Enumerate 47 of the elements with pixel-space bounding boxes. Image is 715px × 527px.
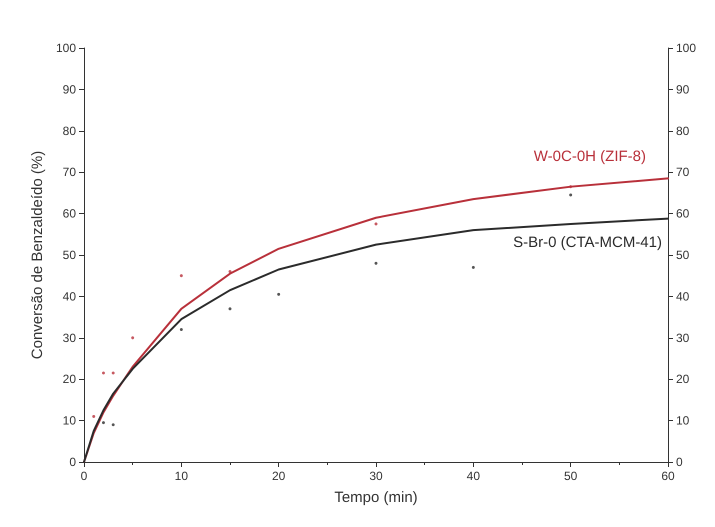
point [277, 292, 280, 296]
y-axis-title: Conversão de Benzaldeído (%) [29, 150, 46, 360]
x-tick-label: 30 [369, 469, 383, 483]
point [112, 371, 115, 374]
x-tick-label: 20 [272, 469, 286, 483]
y-tick-label: 100 [56, 41, 76, 55]
y2-tick-label: 60 [676, 206, 690, 221]
y-tick-label: 20 [62, 372, 76, 386]
y2-tick-label: 0 [676, 455, 683, 469]
series-label: W-0C-0H (ZIF-8) [534, 148, 646, 165]
point [472, 266, 475, 269]
y-tick-label: 30 [62, 330, 76, 345]
point [102, 421, 105, 424]
point [180, 328, 183, 332]
y-tick-label: 70 [62, 165, 76, 180]
point [374, 222, 378, 226]
y-tick-label: 40 [62, 289, 76, 304]
y2-tick-label: 80 [676, 124, 690, 138]
series-label: S-Br-0 (CTA-MCM-41) [513, 234, 662, 252]
x-tick-label: 0 [80, 469, 88, 483]
x-axis-title: Tempo (min) [334, 489, 418, 506]
x-tick-label: 10 [174, 469, 188, 483]
x-tick-label: 60 [661, 469, 675, 483]
y-tick-label: 80 [62, 124, 76, 138]
point [131, 336, 134, 340]
y-tick-label: 90 [62, 82, 76, 96]
point [112, 423, 115, 426]
y-tick-label: 10 [62, 414, 76, 428]
y2-tick-label: 40 [676, 289, 690, 304]
y2-tick-label: 10 [676, 414, 690, 428]
x-tick-label: 50 [564, 469, 578, 483]
y-tick-label: 50 [62, 248, 76, 262]
point [102, 371, 105, 374]
y2-tick-label: 20 [676, 372, 690, 386]
y-tick-label: 0 [69, 455, 76, 469]
y2-tick-label: 90 [676, 82, 690, 96]
point [228, 307, 232, 310]
y2-tick-label: 100 [676, 41, 696, 55]
x-tick-label: 40 [466, 469, 480, 483]
y-tick-label: 60 [62, 206, 76, 221]
y2-tick-label: 30 [676, 330, 690, 345]
point [180, 274, 183, 278]
point [569, 193, 572, 196]
point [374, 262, 378, 265]
y2-tick-label: 50 [676, 248, 690, 262]
point [92, 414, 96, 418]
y2-tick-label: 70 [676, 165, 690, 180]
